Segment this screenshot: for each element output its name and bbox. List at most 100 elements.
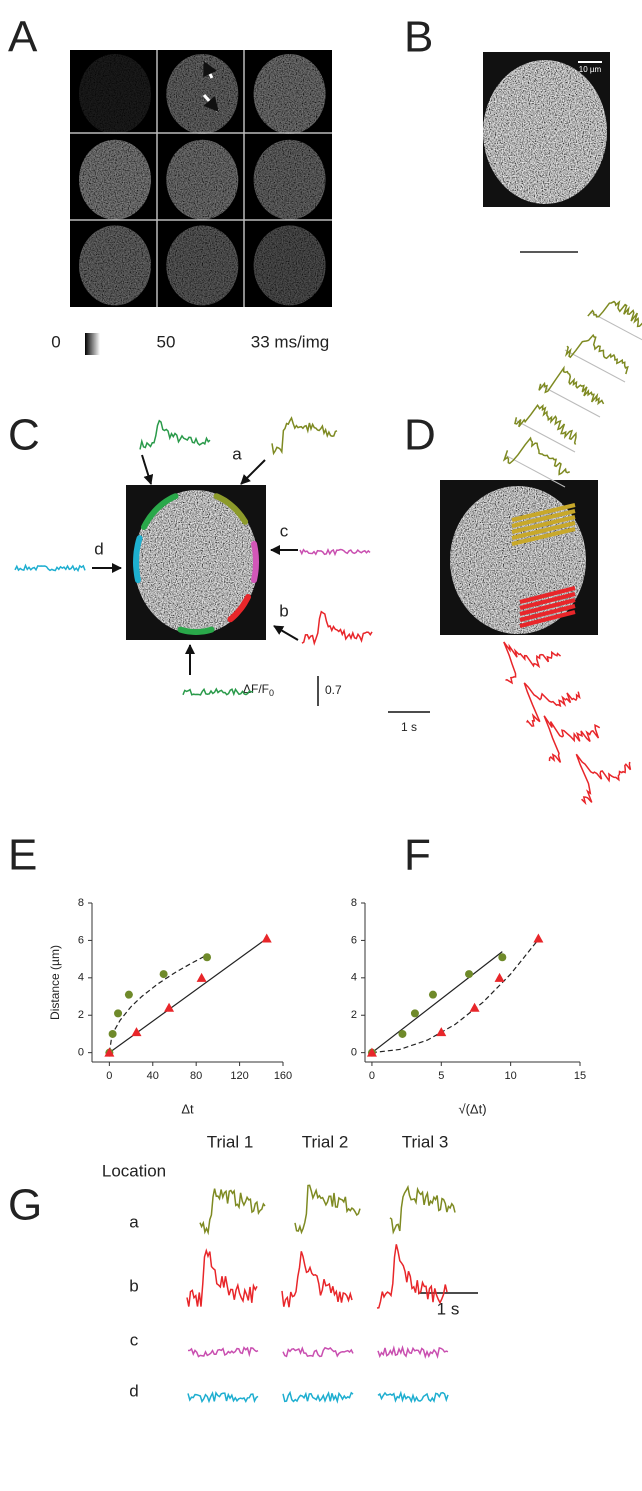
trace (389, 1184, 456, 1235)
region-marker (213, 493, 249, 525)
trace (538, 365, 605, 406)
frame-interval: 33 ms/img (251, 332, 329, 351)
data-point (366, 1047, 377, 1057)
image-grid (70, 50, 332, 307)
location-label: b (279, 601, 288, 620)
trace (187, 1391, 259, 1404)
x-tick-label: 40 (147, 1070, 159, 1082)
trace (503, 641, 562, 685)
trace-baseline (514, 419, 576, 453)
region-stripe (511, 515, 576, 534)
data-point (498, 953, 507, 962)
frame-cell (253, 54, 326, 134)
region-stripe (511, 527, 576, 546)
x-tick-label: 120 (230, 1070, 248, 1082)
region-stripe (519, 604, 576, 622)
panel-letter: E (8, 831, 37, 880)
y-tick-label: 0 (351, 1047, 357, 1059)
cell (483, 60, 607, 204)
fit-line (108, 954, 208, 1053)
x-tick-label: 10 (505, 1070, 517, 1082)
trace (543, 715, 601, 763)
column-header: Location (102, 1161, 166, 1180)
region-marker (227, 594, 251, 623)
x-axis-label: Δt (181, 1101, 194, 1116)
trace (282, 1346, 354, 1358)
y-tick-label: 0 (78, 1047, 84, 1059)
data-point (104, 1047, 115, 1057)
x-axis-label: √(Δt) (458, 1101, 486, 1116)
y-tick-label: 2 (351, 1009, 357, 1021)
region-marker (177, 626, 215, 636)
data-point (114, 1009, 123, 1018)
trace (187, 1346, 259, 1358)
frame-cell (166, 225, 239, 306)
location-label: c (130, 1330, 139, 1349)
fit-line (371, 939, 539, 1054)
data-point (494, 972, 505, 982)
data-point (469, 1002, 480, 1012)
trace (564, 333, 629, 375)
data-point (398, 1029, 407, 1038)
x-tick-label: 0 (106, 1070, 112, 1082)
frame-cell (166, 139, 239, 220)
frame-cell (79, 225, 151, 306)
y-tick-label: 6 (78, 934, 84, 946)
data-point (131, 1027, 142, 1037)
amplitude-label-main: ΔF/F (243, 682, 269, 696)
colorbar-max: 50 (157, 332, 176, 351)
arrow (202, 60, 217, 79)
location-label: d (129, 1381, 138, 1400)
data-point (124, 990, 133, 999)
data-point (164, 1002, 175, 1012)
data-point (261, 933, 272, 943)
y-tick-label: 8 (351, 897, 357, 909)
trace (523, 682, 581, 727)
trace (281, 1251, 353, 1308)
trace (199, 1188, 266, 1236)
x-tick-label: 160 (274, 1070, 292, 1082)
data-point (465, 970, 474, 979)
x-tick-label: 5 (438, 1070, 444, 1082)
arrow (240, 459, 266, 485)
amplitude-value: 0.7 (325, 683, 342, 697)
trace (282, 1390, 354, 1404)
y-axis-label: Distance (µm) (48, 945, 62, 1020)
panel-letter: G (8, 1181, 42, 1230)
region-stripe (519, 586, 576, 604)
data-point (159, 970, 168, 979)
data-point (533, 933, 544, 943)
y-tick-label: 8 (78, 897, 84, 909)
region-marker (251, 540, 260, 584)
trace (14, 563, 86, 573)
location-label: d (94, 539, 103, 558)
region-stripe (519, 592, 576, 610)
panel-letter: A (8, 13, 38, 62)
trace (514, 403, 577, 445)
trace-baseline (539, 384, 601, 418)
region-marker (132, 535, 143, 584)
data-point (203, 953, 212, 962)
trace (575, 753, 632, 806)
trace (377, 1345, 449, 1359)
trace (502, 436, 570, 476)
fit-line (371, 951, 503, 1054)
trial-label: Trial 2 (302, 1132, 349, 1151)
region-stripe (511, 521, 576, 540)
region-stripe (511, 509, 576, 528)
cell (134, 490, 258, 634)
trace-baseline (589, 311, 642, 341)
trace (294, 1184, 361, 1235)
panel-letter: F (404, 831, 431, 880)
trace-baseline (564, 349, 626, 383)
location-label: a (129, 1212, 139, 1231)
y-tick-label: 2 (78, 1009, 84, 1021)
colorbar-min: 0 (51, 332, 60, 351)
x-tick-label: 80 (190, 1070, 202, 1082)
colorbar (85, 333, 100, 355)
panel-letter: B (404, 13, 433, 62)
time-bar-label: 1 s (401, 720, 417, 734)
data-point (436, 1027, 447, 1037)
